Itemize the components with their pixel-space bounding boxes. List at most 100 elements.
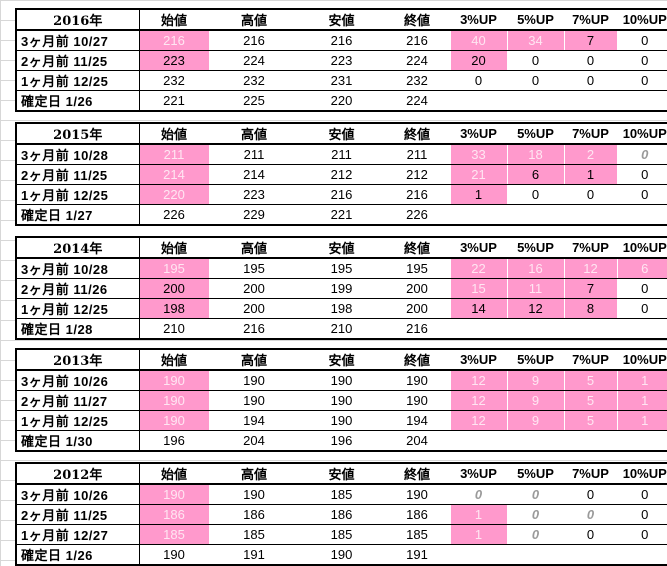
row-label-fixed: 確定日 1/26 <box>16 90 140 111</box>
cell-close: 216 <box>406 321 428 336</box>
cell-high: 200 <box>209 298 299 319</box>
cell-low: 186 <box>299 504 384 525</box>
cell-7up: 5 <box>564 370 617 391</box>
col-3up: 3%UP <box>450 463 507 485</box>
col-high: 高値 <box>209 237 299 259</box>
cell-open: 190 <box>163 547 185 562</box>
cell-low: 210 <box>330 321 353 336</box>
cell-10up: 1 <box>617 370 667 391</box>
cell-low: 196 <box>330 433 353 448</box>
col-3up: 3%UP <box>450 237 507 259</box>
col-low: 安値 <box>299 349 384 371</box>
cell-10up: 0 <box>617 30 667 51</box>
cell-empty <box>449 544 507 565</box>
cell-10up: 0 <box>617 164 667 185</box>
cell-high: 190 <box>209 484 299 505</box>
col-low: 安値 <box>299 237 384 259</box>
cell-open: 232 <box>139 70 209 91</box>
cell-3up: 22 <box>449 258 507 279</box>
col-high: 高値 <box>209 123 299 145</box>
cell-3up: 1 <box>449 184 507 205</box>
cell-close: 195 <box>384 258 450 279</box>
cell-7up: 0 <box>564 484 617 505</box>
cell-open: 190 <box>139 410 209 431</box>
col-open: 始値 <box>139 463 209 485</box>
cell-empty <box>507 91 564 112</box>
cell-low: 195 <box>299 258 384 279</box>
cell-7up: 5 <box>564 410 617 431</box>
cell-high: 232 <box>209 70 299 91</box>
cell-5up: 12 <box>507 298 564 319</box>
col-10up: 10%UP <box>617 349 667 371</box>
cell-low: 190 <box>299 390 384 411</box>
cell-7up: 1 <box>564 164 617 185</box>
cell-3up: 40 <box>449 30 507 51</box>
row-label: 3ヶ月前 10/27 <box>16 30 140 51</box>
year-label: 2014年 <box>16 237 140 259</box>
row-label-fixed: 確定日 1/26 <box>16 544 140 565</box>
cell-5up: 34 <box>507 30 564 51</box>
cell-5up: 0 <box>507 504 564 525</box>
col-7up: 7%UP <box>564 463 617 485</box>
cell-3up: 15 <box>449 278 507 299</box>
cell-open: 185 <box>139 524 209 545</box>
cell-5up: 0 <box>507 484 564 505</box>
cell-low: 190 <box>299 410 384 431</box>
row-label: 2ヶ月前 11/26 <box>16 278 140 299</box>
cell-high: 200 <box>209 278 299 299</box>
year-label: 2016年 <box>16 9 140 31</box>
col-low: 安値 <box>299 463 384 485</box>
cell-10up: 0 <box>617 524 667 545</box>
cell-3up: 1 <box>449 524 507 545</box>
col-close: 終値 <box>384 237 450 259</box>
cell-10up: 0 <box>617 278 667 299</box>
row-label: 1ヶ月前 12/27 <box>16 524 140 545</box>
col-close: 終値 <box>384 349 450 371</box>
cell-high: 214 <box>209 164 299 185</box>
cell-empty <box>564 545 617 566</box>
row-label: 2ヶ月前 11/27 <box>16 390 140 411</box>
cell-open: 221 <box>163 93 185 108</box>
cell-open: 210 <box>163 321 185 336</box>
col-close: 終値 <box>384 9 450 31</box>
cell-close: 200 <box>384 278 450 299</box>
year-label: 2015年 <box>16 123 140 145</box>
cell-open: 198 <box>139 298 209 319</box>
cell-3up: 1 <box>449 504 507 525</box>
col-10up: 10%UP <box>617 123 667 145</box>
col-high: 高値 <box>209 463 299 485</box>
cell-3up: 21 <box>449 164 507 185</box>
cell-empty <box>449 204 507 225</box>
col-10up: 10%UP <box>617 237 667 259</box>
cell-3up: 12 <box>449 370 507 391</box>
cell-close: 186 <box>384 504 450 525</box>
cell-3up: 20 <box>449 50 507 71</box>
cell-close: 190 <box>384 390 450 411</box>
cell-10up: 6 <box>617 258 667 279</box>
cell-high: 190 <box>209 390 299 411</box>
cell-open: 226 <box>163 207 185 222</box>
cell-7up: 5 <box>564 390 617 411</box>
cell-low: 216 <box>299 30 384 51</box>
cell-close: 204 <box>406 433 428 448</box>
cell-high: 216 <box>209 30 299 51</box>
cell-empty <box>617 91 667 112</box>
cell-close: 216 <box>384 30 450 51</box>
cell-7up: 0 <box>564 50 617 71</box>
cell-close: 212 <box>384 164 450 185</box>
row-label: 3ヶ月前 10/28 <box>16 144 140 165</box>
cell-close: 185 <box>384 524 450 545</box>
cell-3up: 12 <box>449 390 507 411</box>
col-open: 始値 <box>139 349 209 371</box>
cell-open: 195 <box>139 258 209 279</box>
col-5up: 5%UP <box>507 349 564 371</box>
cell-7up: 0 <box>564 184 617 205</box>
cell-close: 224 <box>406 93 428 108</box>
col-5up: 5%UP <box>507 123 564 145</box>
cell-10up: 0 <box>617 184 667 205</box>
cell-10up: 0 <box>617 70 667 91</box>
row-label: 3ヶ月前 10/26 <box>16 370 140 391</box>
cell-low: 221 <box>330 207 353 222</box>
col-7up: 7%UP <box>564 123 617 145</box>
cell-5up: 9 <box>507 370 564 391</box>
